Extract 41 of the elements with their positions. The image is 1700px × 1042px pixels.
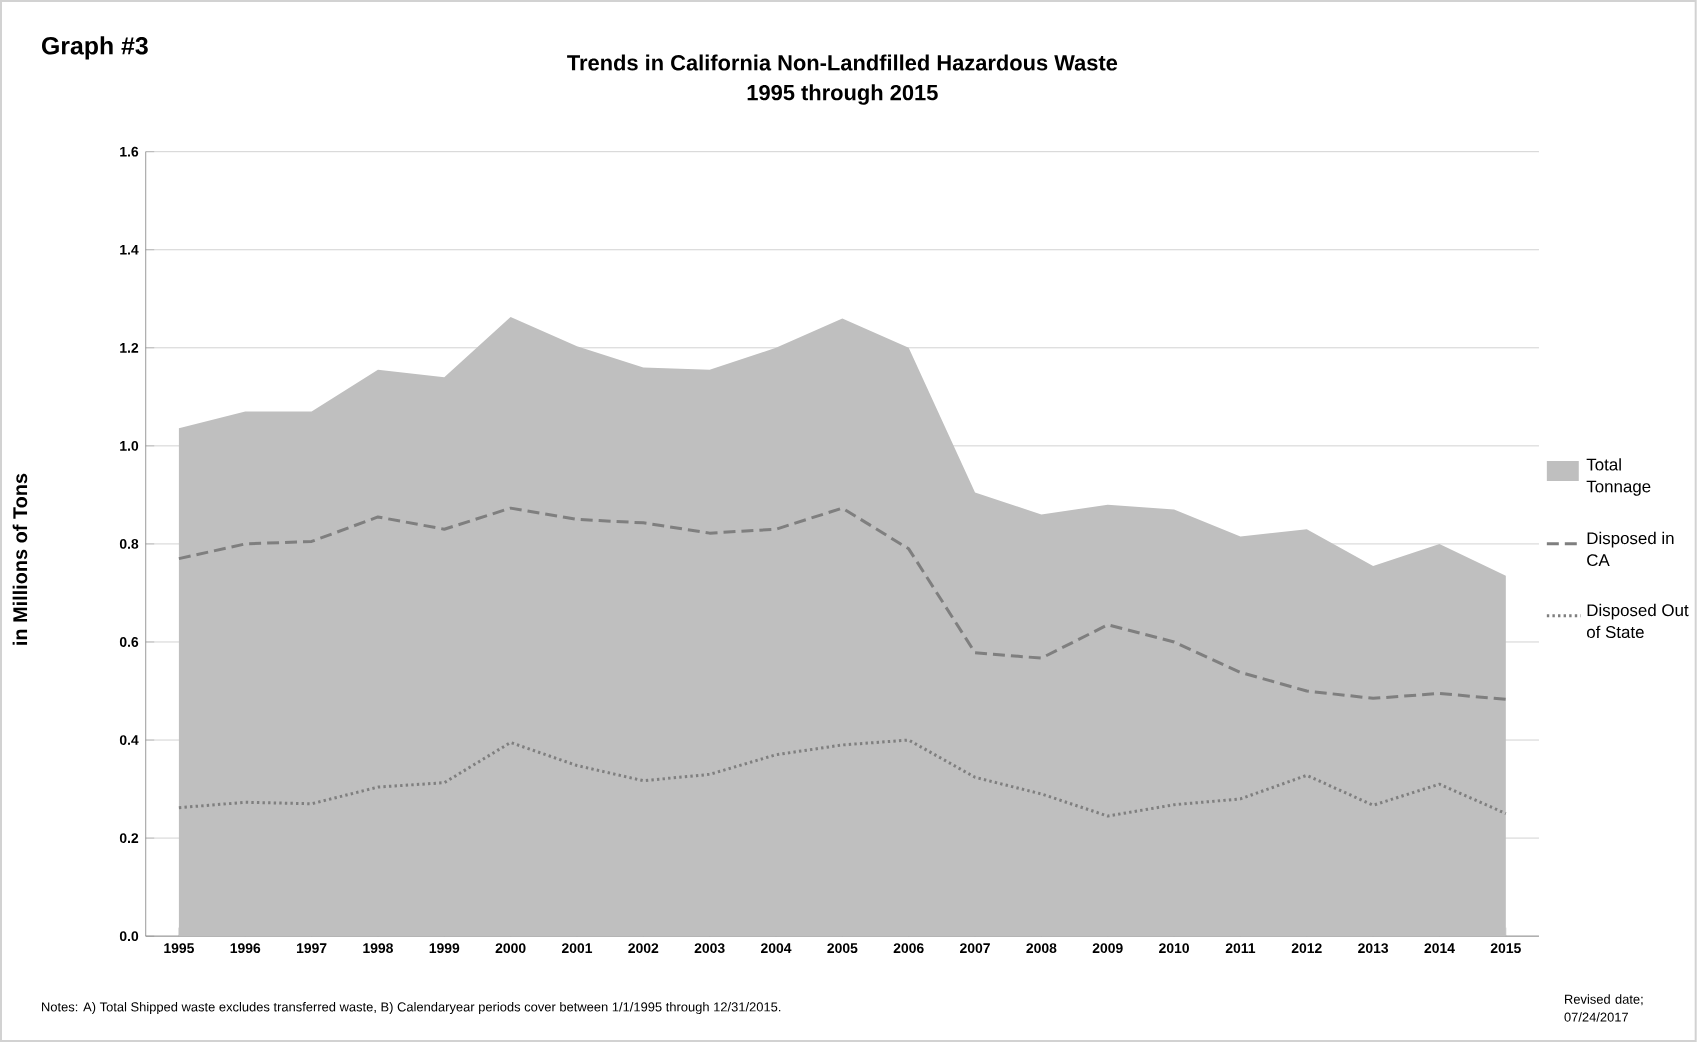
text: Revised date; 07/24/2017 bbox=[1564, 994, 1643, 1022]
text: Notes: A) Total Shipped waste excludes transferred waste, B) Calendaryear periods cover between 1/1/1995 through 12/31/2015. bbox=[42, 1002, 781, 1015]
text: Graph #3 bbox=[42, 36, 148, 60]
chart-subtitle: 1995 through 2015 bbox=[747, 84, 938, 105]
x-tick-label: 2012 bbox=[1291, 943, 1322, 954]
x-tick-label: 2014 bbox=[1424, 943, 1455, 954]
x-tick-label: 2011 bbox=[1225, 943, 1256, 954]
y-tick-label: 0.0 bbox=[119, 931, 139, 942]
y-tick-label: 1.2 bbox=[120, 343, 139, 353]
x-tick-label: 2007 bbox=[960, 943, 990, 954]
x-tick-label: 2010 bbox=[1159, 943, 1189, 954]
x-tick-label: 1995 bbox=[164, 943, 194, 954]
legend-label: Disposed in CA bbox=[1587, 531, 1674, 567]
x-tick-label: 2005 bbox=[827, 943, 858, 954]
x-tick-label: 1997 bbox=[296, 943, 327, 954]
x-tick-label: 1999 bbox=[429, 943, 460, 954]
chart-title: Trends in California Non-Landfilled Hazardous Waste bbox=[567, 54, 1118, 71]
y-tick-label: 0.6 bbox=[119, 637, 139, 647]
y-tick-label: 1.6 bbox=[120, 146, 139, 157]
y-tick-label: 0.2 bbox=[119, 833, 139, 844]
x-tick-label: 2004 bbox=[760, 943, 792, 954]
y-tick-label: 0.8 bbox=[119, 539, 139, 549]
y-tick-label: 0.4 bbox=[119, 735, 139, 745]
x-tick-label: 2003 bbox=[694, 943, 725, 954]
x-tick-label: 2015 bbox=[1490, 943, 1521, 954]
x-tick-label: 2000 bbox=[495, 943, 526, 954]
legend-label: Disposed Out of State bbox=[1586, 603, 1689, 639]
line-series bbox=[177, 506, 1508, 701]
x-tick-label: 2001 bbox=[561, 943, 593, 954]
x-tick-label: 2013 bbox=[1358, 943, 1389, 954]
x-tick-label: 2006 bbox=[893, 943, 924, 954]
x-tick-label: 2008 bbox=[1026, 943, 1057, 954]
legend-label: Total Tonnage bbox=[1586, 458, 1651, 496]
x-tick-label: 1998 bbox=[363, 943, 393, 954]
x-tick-label: 2009 bbox=[1092, 943, 1123, 954]
y-axis-title: in Millions of Tons bbox=[12, 473, 28, 645]
x-tick-label: 1996 bbox=[230, 943, 261, 954]
x-tick-label: 2002 bbox=[628, 943, 659, 954]
line-series bbox=[177, 738, 1508, 818]
y-tick-label: 1.0 bbox=[120, 440, 139, 451]
y-tick-label: 1.4 bbox=[120, 244, 139, 255]
